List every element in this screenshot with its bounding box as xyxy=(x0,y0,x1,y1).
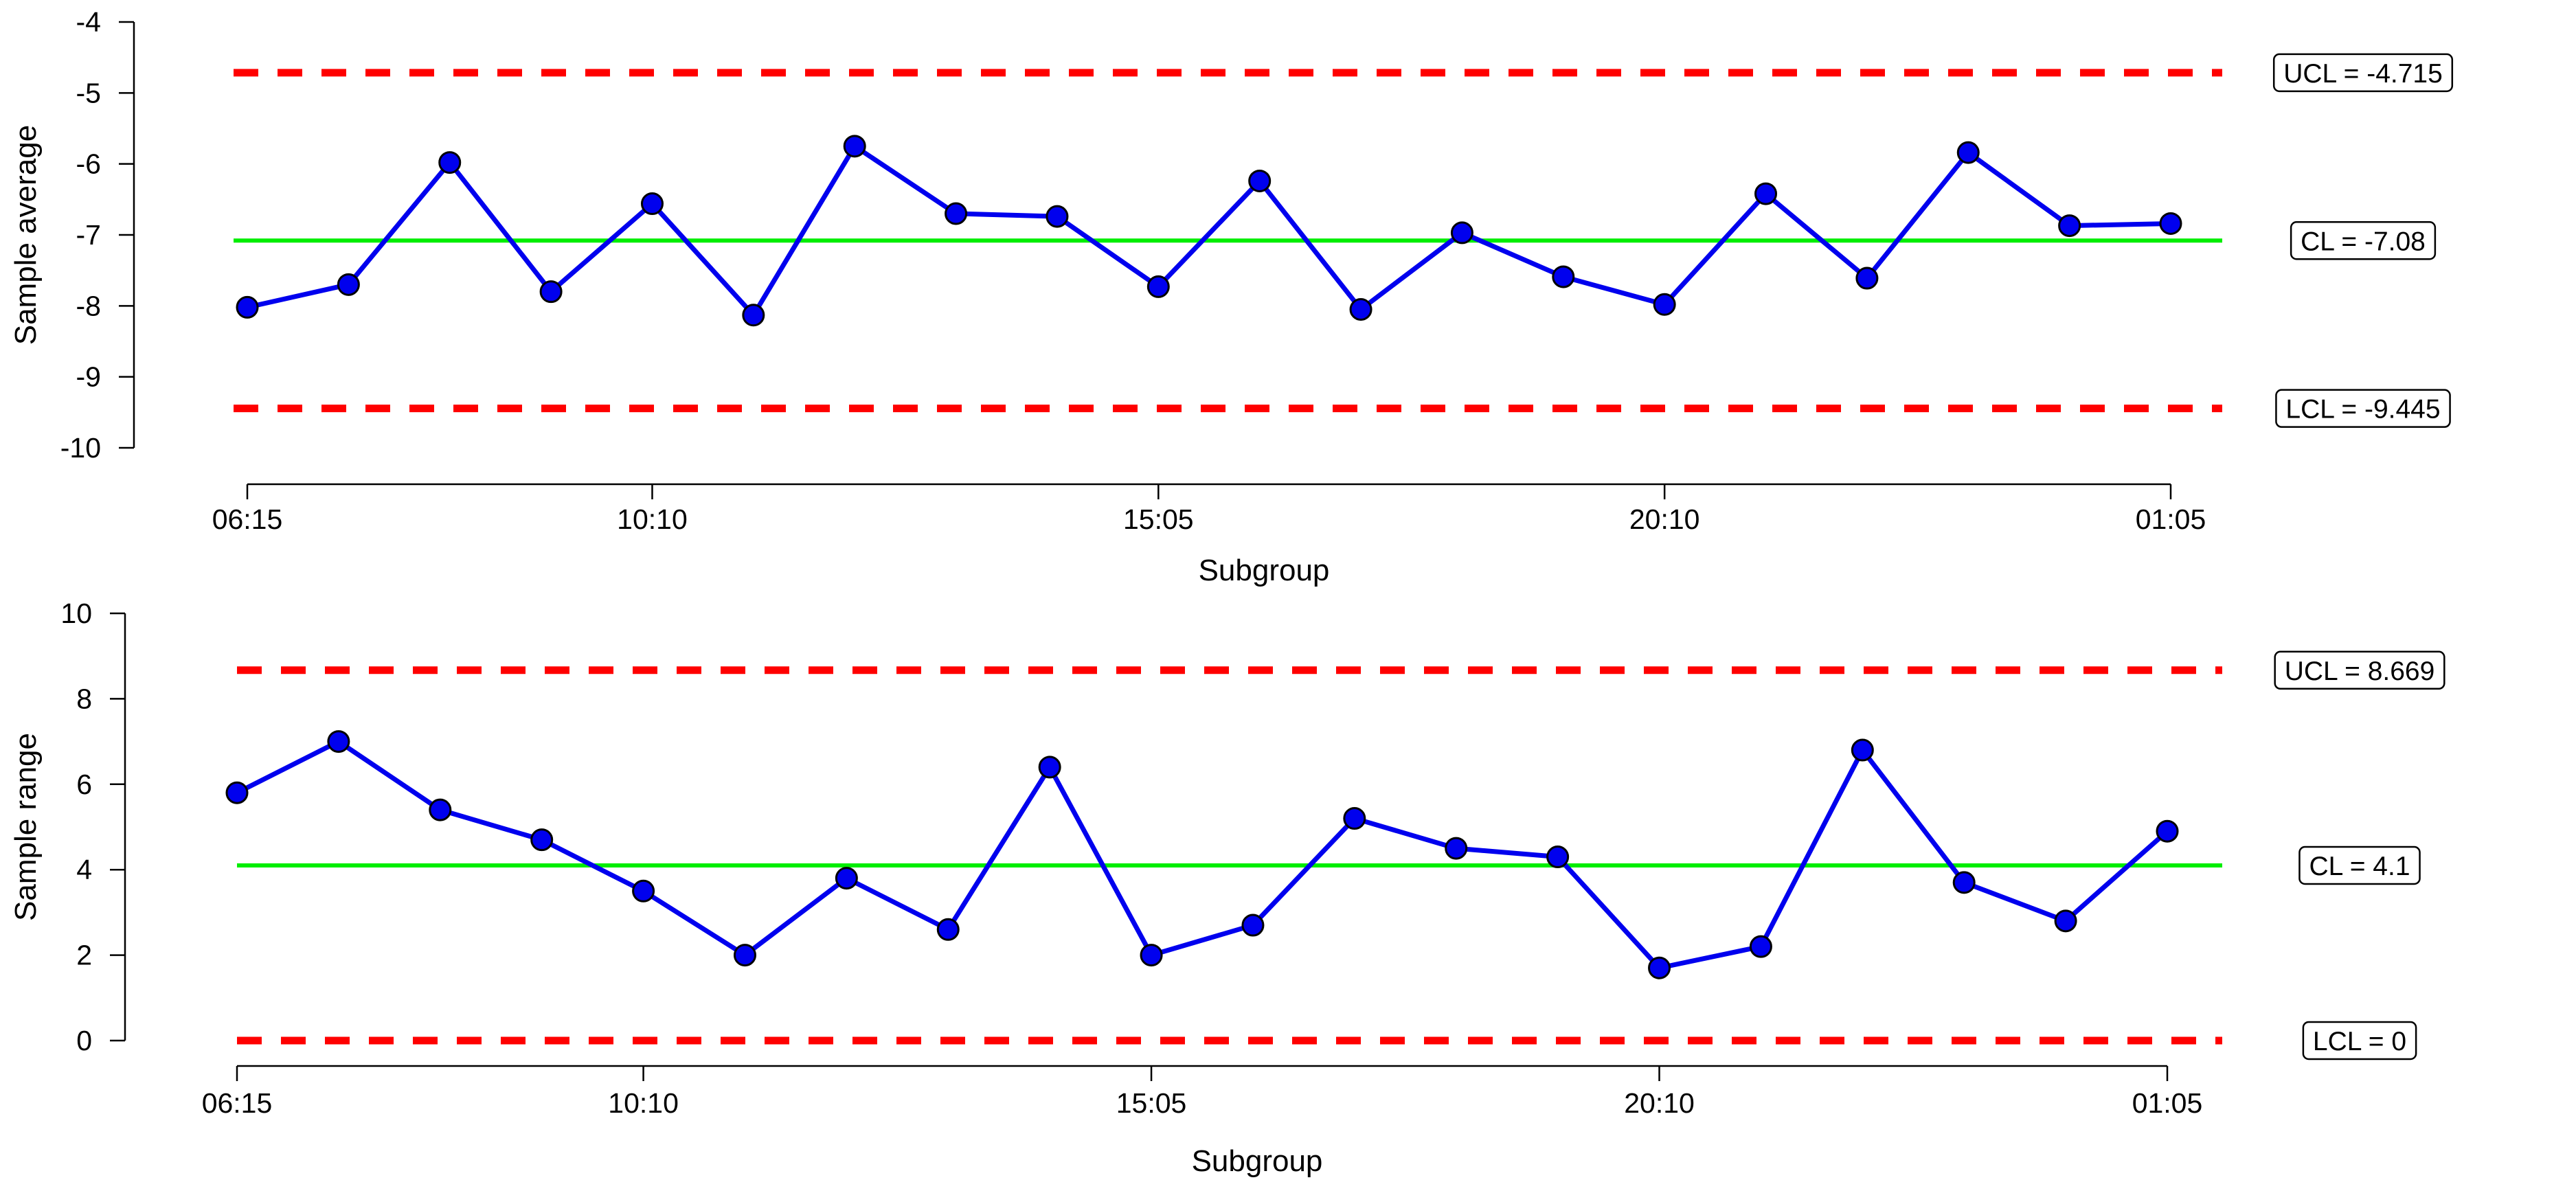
data-point xyxy=(936,918,960,941)
cl-label: CL = -7.08 xyxy=(2301,227,2426,256)
data-point xyxy=(1445,837,1468,860)
x-tick-label: 01:05 xyxy=(2136,503,2206,535)
data-point xyxy=(1140,944,1163,967)
x-tick-label: 20:10 xyxy=(1629,503,1700,535)
y-tick-label: -6 xyxy=(76,148,101,180)
data-point xyxy=(2159,212,2182,235)
data-point xyxy=(2054,909,2077,933)
cl-label: CL = 4.1 xyxy=(2309,852,2410,881)
lcl-label: LCL = -9.445 xyxy=(2285,395,2440,424)
data-point xyxy=(1749,935,1772,958)
data-point xyxy=(632,879,655,903)
data-point xyxy=(1450,221,1473,245)
data-point xyxy=(438,151,462,174)
x-axis-title: Subgroup xyxy=(1199,554,1330,587)
data-point xyxy=(1855,266,1879,290)
cl-label-box xyxy=(2290,221,2437,260)
data-point xyxy=(1241,914,1265,937)
data-point xyxy=(1046,205,1069,228)
series-line xyxy=(247,144,2171,318)
y-tick-label: 8 xyxy=(76,683,92,714)
data-point xyxy=(1546,846,1570,869)
data-point xyxy=(945,202,968,225)
data-point xyxy=(1038,756,1061,779)
data-point xyxy=(429,798,452,821)
y-tick-label: 4 xyxy=(76,854,92,885)
data-point xyxy=(835,867,858,890)
ucl-label: UCL = -4.715 xyxy=(2283,59,2443,89)
y-tick-label: 0 xyxy=(76,1025,92,1056)
data-point xyxy=(1248,169,1272,192)
data-point xyxy=(2058,214,2081,238)
x-tick-label: 01:05 xyxy=(2132,1087,2203,1119)
data-point xyxy=(530,828,554,852)
x-tick-label: 06:15 xyxy=(212,503,283,535)
lcl-label-box xyxy=(2302,1021,2417,1060)
data-point xyxy=(337,273,360,296)
data-point xyxy=(225,781,249,804)
data-point xyxy=(327,730,350,753)
cl-label-box xyxy=(2298,846,2421,885)
data-point xyxy=(640,192,664,216)
data-point xyxy=(742,304,765,327)
y-tick-label: -9 xyxy=(76,361,101,393)
x-tick-label: 15:05 xyxy=(1123,503,1194,535)
data-point xyxy=(733,944,756,967)
data-point xyxy=(1343,807,1366,830)
data-point xyxy=(1653,293,1676,316)
x-tick-label: 10:10 xyxy=(608,1087,679,1119)
x-tick-label: 06:15 xyxy=(202,1087,273,1119)
x-tick-label: 10:10 xyxy=(617,503,688,535)
data-point xyxy=(539,280,563,304)
lcl-label: LCL = 0 xyxy=(2313,1027,2406,1056)
data-point xyxy=(1956,141,1980,164)
y-tick-label: -7 xyxy=(76,219,101,251)
y-tick-label: -4 xyxy=(76,6,101,38)
y-axis-title: Sample range xyxy=(9,733,43,921)
lcl-label-box xyxy=(2275,389,2451,428)
data-point xyxy=(236,295,259,319)
data-point xyxy=(2156,819,2179,843)
data-point xyxy=(843,135,866,158)
y-tick-label: 10 xyxy=(60,598,92,629)
chart-panel-1: -4 -5 -6 -7 -8 -9 -10 06:15 10:10 15:05 20:10 01:05… xyxy=(9,6,2454,587)
ucl-label: UCL = 8.669 xyxy=(2285,657,2435,686)
data-point xyxy=(1552,265,1575,288)
x-tick-label: 15:05 xyxy=(1116,1087,1187,1119)
ucl-label-box xyxy=(2274,650,2445,690)
y-tick-label: 6 xyxy=(76,769,92,800)
data-point xyxy=(1648,956,1671,979)
data-point xyxy=(1349,298,1372,321)
y-tick-label: -8 xyxy=(76,290,101,321)
data-point xyxy=(1952,871,1976,894)
x-axis-title: Subgroup xyxy=(1192,1144,1323,1178)
data-point xyxy=(1146,275,1170,298)
data-point xyxy=(1754,182,1778,205)
x-tick-label: 20:10 xyxy=(1624,1087,1695,1119)
ucl-label-box xyxy=(2272,53,2454,93)
series-line xyxy=(236,739,2169,971)
chart-panel-2: 0 2 4 6 8 10 06:15 10:10 15:05 20:10 01:05 Subgroup… xyxy=(9,598,2445,1178)
y-axis-title: Sample average xyxy=(9,125,43,345)
y-tick-label: -5 xyxy=(76,77,101,109)
data-point xyxy=(1851,738,1874,762)
y-tick-label: -10 xyxy=(60,432,101,464)
y-tick-label: 2 xyxy=(76,940,92,971)
